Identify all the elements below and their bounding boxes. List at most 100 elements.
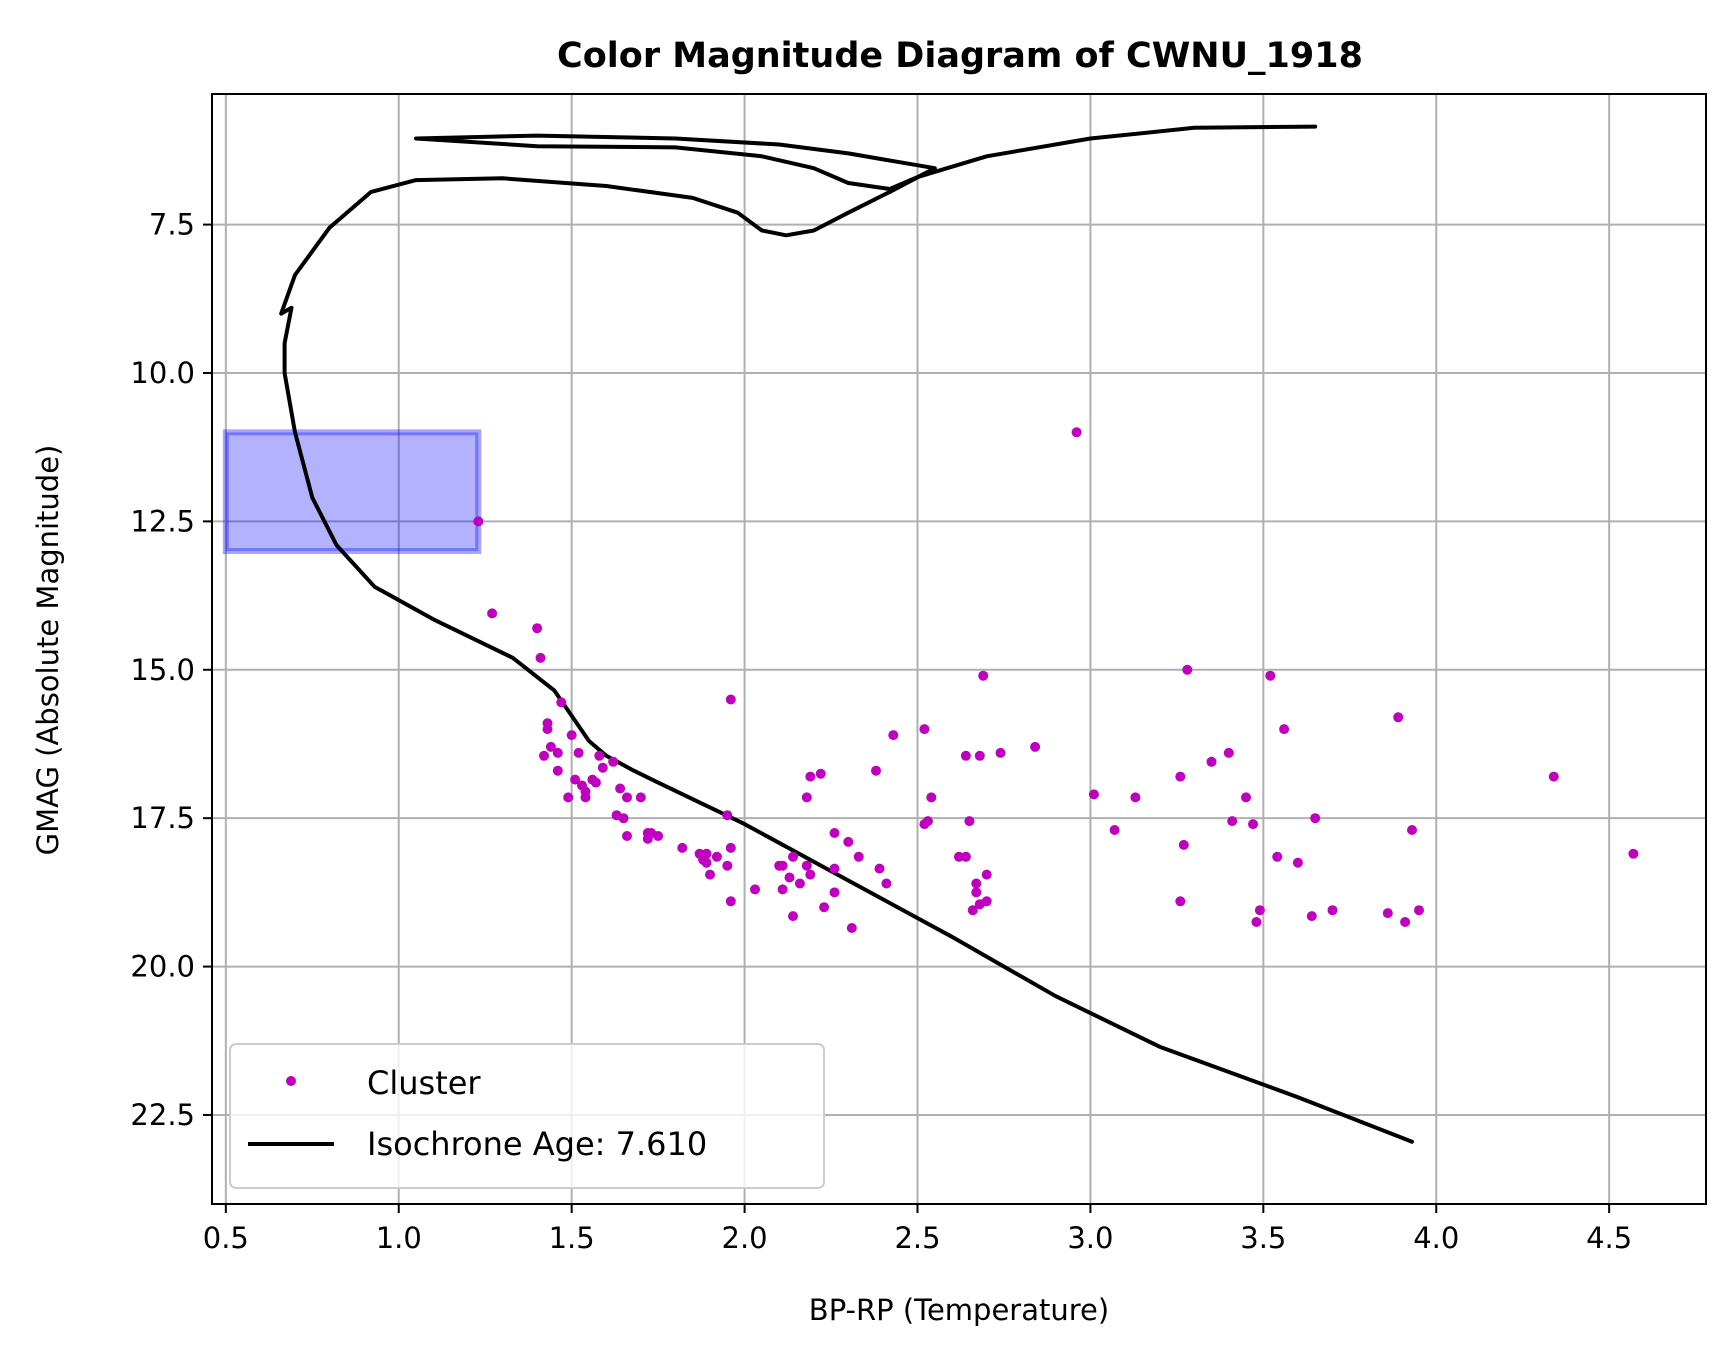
cluster-point	[722, 860, 733, 871]
highlight-region	[222, 429, 482, 555]
cluster-point	[552, 747, 563, 758]
cluster-point	[919, 724, 930, 735]
cluster-point	[532, 623, 543, 634]
y-tick-label: 22.5	[130, 1098, 195, 1132]
cluster-point	[539, 750, 549, 761]
chart-title: Color Magnitude Diagram of CWNU_1918	[557, 36, 1363, 76]
cluster-point	[801, 860, 812, 871]
cluster-point	[1251, 917, 1262, 927]
cluster-point	[750, 884, 760, 895]
x-tick-label: 4.5	[1586, 1221, 1632, 1255]
cluster-point	[1310, 813, 1321, 824]
cluster-point	[981, 869, 992, 880]
cluster-point	[677, 842, 688, 853]
cluster-point	[1292, 857, 1303, 868]
cluster-point	[801, 792, 812, 803]
cluster-point	[819, 902, 830, 913]
legend-cluster-label: Cluster	[367, 1064, 481, 1102]
cluster-point	[922, 816, 933, 827]
x-axis-label: BP-RP (Temperature)	[809, 1293, 1109, 1327]
cluster-point	[725, 694, 736, 705]
cluster-point	[777, 860, 788, 871]
cluster-point	[580, 786, 591, 797]
cluster-point	[788, 911, 798, 922]
x-tick-label: 2.5	[894, 1221, 940, 1255]
x-axis-ticks: 0.5 1.0 1.5 2.0 2.5 3.0 3.5 4.0 4.5	[203, 1204, 1632, 1255]
cluster-point	[590, 777, 601, 788]
cluster-point	[705, 869, 715, 880]
legend-isochrone-label: Isochrone Age: 7.610	[367, 1125, 707, 1163]
y-tick-label: 7.5	[149, 208, 195, 242]
cluster-point	[1182, 664, 1193, 675]
cluster-point	[552, 765, 563, 776]
cluster-point	[563, 792, 574, 803]
cluster-point	[1254, 905, 1265, 916]
cluster-point	[653, 831, 664, 841]
x-tick-label: 0.5	[203, 1221, 249, 1255]
y-tick-label: 20.0	[130, 950, 195, 984]
cluster-point	[1272, 851, 1283, 862]
cluster-point	[535, 652, 546, 663]
cluster-point	[1241, 792, 1251, 803]
cluster-point	[487, 608, 498, 619]
cluster-point	[473, 516, 484, 527]
cluster-point	[1088, 789, 1099, 800]
cluster-point	[978, 670, 989, 681]
y-tick-label: 10.0	[130, 356, 195, 390]
cluster-point	[618, 813, 629, 824]
cluster-point	[1306, 911, 1317, 922]
cluster-point	[594, 750, 605, 761]
y-tick-label: 15.0	[130, 653, 195, 687]
cluster-point	[971, 878, 982, 889]
cluster-point	[1548, 771, 1559, 782]
cluster-point	[777, 884, 788, 895]
cluster-point	[981, 896, 992, 907]
x-tick-label: 1.5	[549, 1221, 595, 1255]
cluster-point	[964, 816, 975, 827]
cluster-point	[1206, 756, 1217, 767]
cluster-point	[701, 857, 712, 868]
cluster-point	[995, 747, 1006, 758]
cluster-point	[1382, 908, 1393, 919]
highlight-region-layer	[222, 429, 482, 555]
cluster-point	[597, 762, 608, 773]
cluster-point	[1327, 905, 1338, 916]
cluster-point	[1248, 819, 1258, 830]
cluster-point	[974, 750, 985, 761]
x-tick-label: 3.0	[1067, 1221, 1113, 1255]
cluster-point	[635, 792, 646, 803]
cluster-point	[1109, 825, 1120, 835]
isochrone-line	[279, 124, 1414, 1144]
cluster-point	[954, 851, 964, 862]
cluster-point	[888, 730, 899, 741]
cluster-point	[1175, 896, 1186, 907]
cluster-point	[1279, 724, 1290, 735]
cluster-point	[1030, 741, 1041, 752]
isochrone-layer	[279, 124, 1414, 1144]
legend-cluster-marker	[286, 1076, 296, 1086]
cluster-point	[622, 792, 632, 803]
cluster-point	[570, 774, 581, 785]
cluster-point	[788, 851, 798, 862]
cluster-point	[815, 768, 826, 779]
cluster-point	[1414, 905, 1424, 916]
cluster-point	[881, 878, 892, 889]
cluster-point	[1407, 825, 1417, 835]
plot-frame	[211, 93, 1707, 1205]
cluster-point	[794, 878, 805, 889]
y-axis-ticks: 7.5 10.0 12.5 15.0 17.5 20.0 22.5	[130, 208, 212, 1132]
cluster-point	[829, 863, 840, 874]
cluster-point	[711, 851, 722, 862]
cluster-point	[1223, 747, 1234, 758]
cluster-point	[846, 923, 857, 933]
y-axis-label: GMAG (Absolute Magnitude)	[31, 445, 65, 856]
legend-box	[229, 1043, 825, 1189]
cluster-point	[1265, 670, 1276, 681]
cluster-point	[874, 863, 885, 874]
cluster-point	[722, 810, 733, 821]
cluster-point	[1071, 427, 1082, 438]
cluster-point	[843, 836, 854, 847]
y-tick-label: 17.5	[130, 801, 195, 835]
cluster-point	[573, 747, 584, 758]
